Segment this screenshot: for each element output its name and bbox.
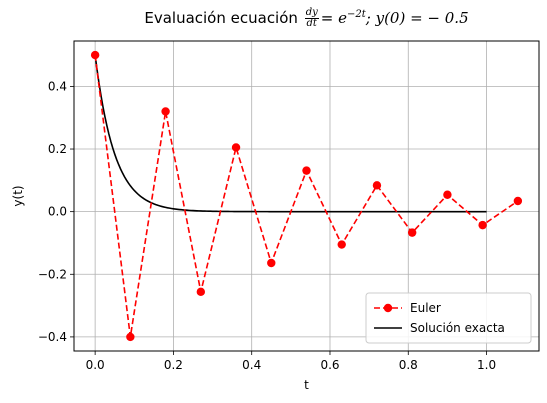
y-axis-label: y(t) (11, 185, 25, 206)
x-tick-label: 0.0 (86, 358, 105, 372)
title-frac-denominator: dt (306, 18, 317, 29)
y-tick-label: 0.2 (48, 142, 67, 156)
euler-point (513, 196, 523, 206)
series-layer (90, 50, 523, 342)
euler-point (372, 181, 382, 190)
euler-point (126, 332, 135, 342)
y-tick-label: 0.0 (48, 205, 67, 219)
title-prefix: Evaluación ecuación (144, 9, 298, 27)
x-axis-label: t (304, 378, 309, 392)
legend: Euler Solución exacta (365, 292, 532, 344)
x-tick-label: 0.8 (399, 358, 418, 372)
title-base: e (338, 9, 348, 27)
x-tick-label: 0.6 (320, 358, 339, 372)
euler-point (196, 287, 206, 297)
y-tick-label: −0.2 (38, 267, 67, 281)
tick-layer: 0.0 0.2 0.4 0.6 0.8 1.0 −0.4 −0.2 0.0 0.2 0.4 (38, 79, 496, 372)
title-fraction: dy dt (304, 7, 319, 29)
euler-point (443, 190, 452, 199)
y-tick-label: 0.4 (48, 79, 67, 93)
y-tick-label: −0.4 (38, 330, 67, 344)
euler-point (407, 228, 417, 237)
euler-point (161, 107, 170, 116)
euler-point (337, 240, 346, 249)
title-exponent: −2t (347, 9, 366, 20)
title-rest: ; y(0) = − 0.5 (365, 9, 469, 27)
euler-point (267, 258, 276, 268)
euler-point (231, 143, 241, 152)
legend-euler-label: Euler (410, 301, 441, 315)
legend-exact-label: Solución exacta (410, 321, 505, 335)
title-equals: = (320, 9, 334, 27)
euler-point (478, 220, 487, 230)
chart-title: Evaluación ecuación dy dt = e−2t; y(0) =… (74, 8, 539, 29)
legend-euler-marker (383, 303, 393, 313)
x-tick-label: 0.4 (242, 358, 261, 372)
euler-point (302, 166, 311, 175)
plot-frame (73, 40, 540, 352)
legend-box (365, 292, 532, 344)
x-tick-label: 0.2 (164, 358, 183, 372)
x-tick-label: 1.0 (477, 358, 496, 372)
euler-point (90, 50, 100, 60)
title-frac-numerator: dy (304, 7, 319, 19)
